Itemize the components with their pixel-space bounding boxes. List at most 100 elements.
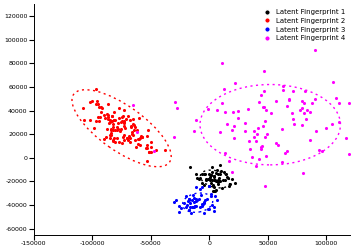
Point <box>110 138 116 142</box>
Point <box>202 172 208 176</box>
Point <box>190 205 196 209</box>
Point <box>202 198 208 202</box>
Point <box>122 108 127 112</box>
Point <box>215 180 221 184</box>
Point <box>230 177 235 181</box>
Point <box>123 117 129 121</box>
Point <box>206 206 212 210</box>
Point <box>190 193 196 197</box>
Point <box>186 197 192 201</box>
Point <box>210 178 215 182</box>
Point <box>107 121 112 125</box>
Point <box>210 203 215 207</box>
Point <box>95 99 100 103</box>
Point <box>298 108 303 112</box>
Point <box>219 186 224 190</box>
Point <box>215 182 221 186</box>
Point <box>330 122 335 126</box>
Point <box>262 105 267 109</box>
Point <box>212 194 218 198</box>
Point <box>307 110 313 114</box>
Point <box>254 132 260 136</box>
Point <box>187 197 192 201</box>
Point <box>138 134 144 138</box>
Point <box>186 208 192 212</box>
Point <box>213 188 219 192</box>
Point <box>206 177 211 181</box>
Point <box>196 177 202 181</box>
Point <box>182 201 187 205</box>
Point <box>307 138 312 142</box>
Point <box>201 210 206 214</box>
Point <box>197 176 203 180</box>
Point <box>279 127 285 131</box>
Point <box>136 116 142 120</box>
Point <box>144 146 149 150</box>
Point <box>200 202 206 206</box>
Point <box>207 178 213 182</box>
Point <box>96 102 101 106</box>
Point <box>120 116 125 119</box>
Point <box>206 184 212 188</box>
Point <box>121 120 127 124</box>
Point <box>255 126 261 130</box>
Point <box>122 119 127 123</box>
Point <box>109 114 115 118</box>
Point <box>336 101 342 105</box>
Point <box>204 176 209 180</box>
Point <box>93 102 98 106</box>
Point <box>221 87 227 91</box>
Point <box>312 48 318 52</box>
Point <box>110 122 116 126</box>
Point <box>273 98 279 102</box>
Point <box>187 165 193 169</box>
Point <box>108 130 114 134</box>
Point <box>235 116 240 120</box>
Point <box>122 126 127 130</box>
Point <box>224 122 230 126</box>
Point <box>96 105 102 109</box>
Point <box>121 121 127 125</box>
Point <box>87 118 93 122</box>
Point <box>286 97 291 101</box>
Point <box>125 114 131 117</box>
Point <box>224 174 230 178</box>
Point <box>130 103 136 107</box>
Point <box>89 98 95 102</box>
Point <box>105 102 110 106</box>
Point <box>113 128 118 132</box>
Point <box>242 128 248 132</box>
Point <box>176 210 182 214</box>
Point <box>107 120 113 124</box>
Point <box>146 150 152 154</box>
Point <box>211 174 216 178</box>
Point <box>208 181 213 185</box>
Point <box>193 204 199 208</box>
Point <box>219 101 225 105</box>
Point <box>115 127 121 131</box>
Point <box>217 172 223 176</box>
Point <box>206 184 212 188</box>
Point <box>193 172 199 176</box>
Point <box>207 175 213 179</box>
Point <box>111 118 117 122</box>
Point <box>206 107 211 111</box>
Point <box>246 138 252 142</box>
Point <box>217 130 223 134</box>
Point <box>111 118 116 122</box>
Point <box>108 128 114 132</box>
Point <box>215 168 220 172</box>
Point <box>208 173 213 177</box>
Point <box>119 119 124 123</box>
Point <box>211 209 217 213</box>
Point <box>262 135 268 139</box>
Point <box>230 110 236 114</box>
Point <box>211 205 217 209</box>
Point <box>287 98 292 102</box>
Point <box>101 114 107 117</box>
Point <box>193 199 199 203</box>
Point <box>235 109 240 113</box>
Point <box>227 184 232 188</box>
Point <box>212 189 218 193</box>
Point <box>222 151 228 155</box>
